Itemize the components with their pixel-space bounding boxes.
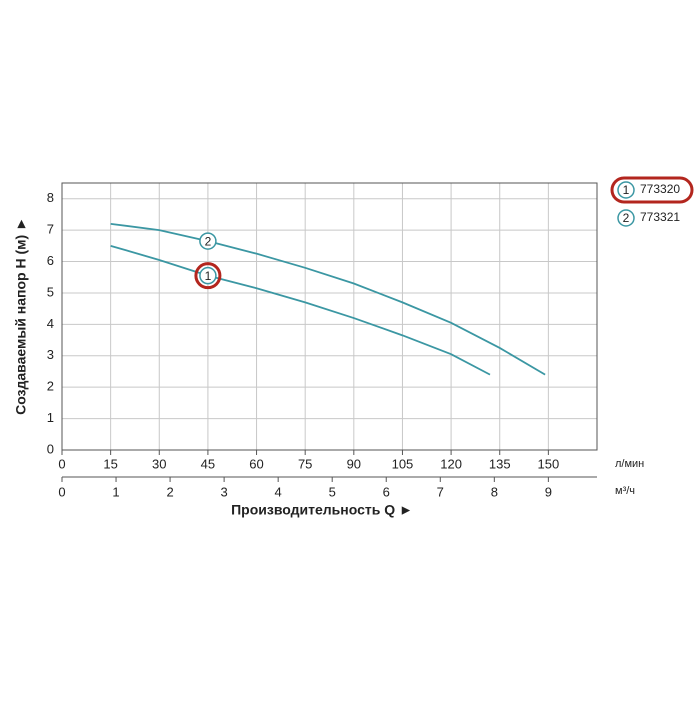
legend-label: 773321 (640, 210, 680, 224)
series-line (110, 222, 546, 376)
x-tick-label: 60 (249, 456, 263, 471)
x-axis-title: Производительность Q ► (231, 502, 413, 518)
x2-tick-label: 8 (491, 484, 498, 499)
legend-badge-label: 2 (623, 211, 630, 225)
x-unit: л/мин (615, 458, 644, 470)
x-tick-label: 135 (489, 456, 511, 471)
curve-label: 1 (205, 269, 212, 283)
y-axis-title: Создаваемый напор H (м) ► (13, 217, 29, 415)
plot-frame (61, 182, 598, 451)
x-tick-label: 15 (103, 456, 117, 471)
curve-label-badge (199, 232, 217, 250)
x2-tick-label: 5 (329, 484, 336, 499)
y-tick-label: 8 (47, 190, 54, 205)
x-tick-label: 45 (201, 456, 215, 471)
y-tick-label: 6 (47, 253, 54, 268)
y-tick-label: 7 (47, 222, 54, 237)
y-tick-label: 1 (47, 410, 54, 425)
y-tick-label: 3 (47, 347, 54, 362)
x-tick-label: 150 (538, 456, 560, 471)
highlight-ring (194, 262, 222, 290)
y-tick-label: 4 (47, 316, 54, 331)
x-tick-label: 0 (58, 456, 65, 471)
legend-highlight (610, 176, 694, 204)
x2-tick-label: 7 (437, 484, 444, 499)
x2-tick-label: 3 (221, 484, 228, 499)
y-tick-label: 0 (47, 441, 54, 456)
x2-tick-label: 1 (112, 484, 119, 499)
curve-label: 2 (205, 234, 212, 248)
x-tick-label: 30 (152, 456, 166, 471)
x2-unit: м³/ч (615, 485, 635, 497)
x-tick-label: 90 (347, 456, 361, 471)
x2-tick-label: 0 (58, 484, 65, 499)
legend-label: 773320 (640, 182, 680, 196)
x2-tick-label: 6 (383, 484, 390, 499)
legend-badge-label: 1 (623, 183, 630, 197)
x-tick-label: 120 (440, 456, 462, 471)
y-tick-label: 5 (47, 284, 54, 299)
x2-tick-label: 9 (545, 484, 552, 499)
legend-badge (617, 209, 635, 227)
y-tick-label: 2 (47, 379, 54, 394)
x-tick-label: 105 (392, 456, 414, 471)
series-line (110, 244, 491, 376)
legend-badge (617, 181, 635, 199)
curve-label-badge (199, 266, 217, 285)
x2-tick-label: 2 (166, 484, 173, 499)
x-tick-label: 75 (298, 456, 312, 471)
x2-tick-label: 4 (275, 484, 282, 499)
